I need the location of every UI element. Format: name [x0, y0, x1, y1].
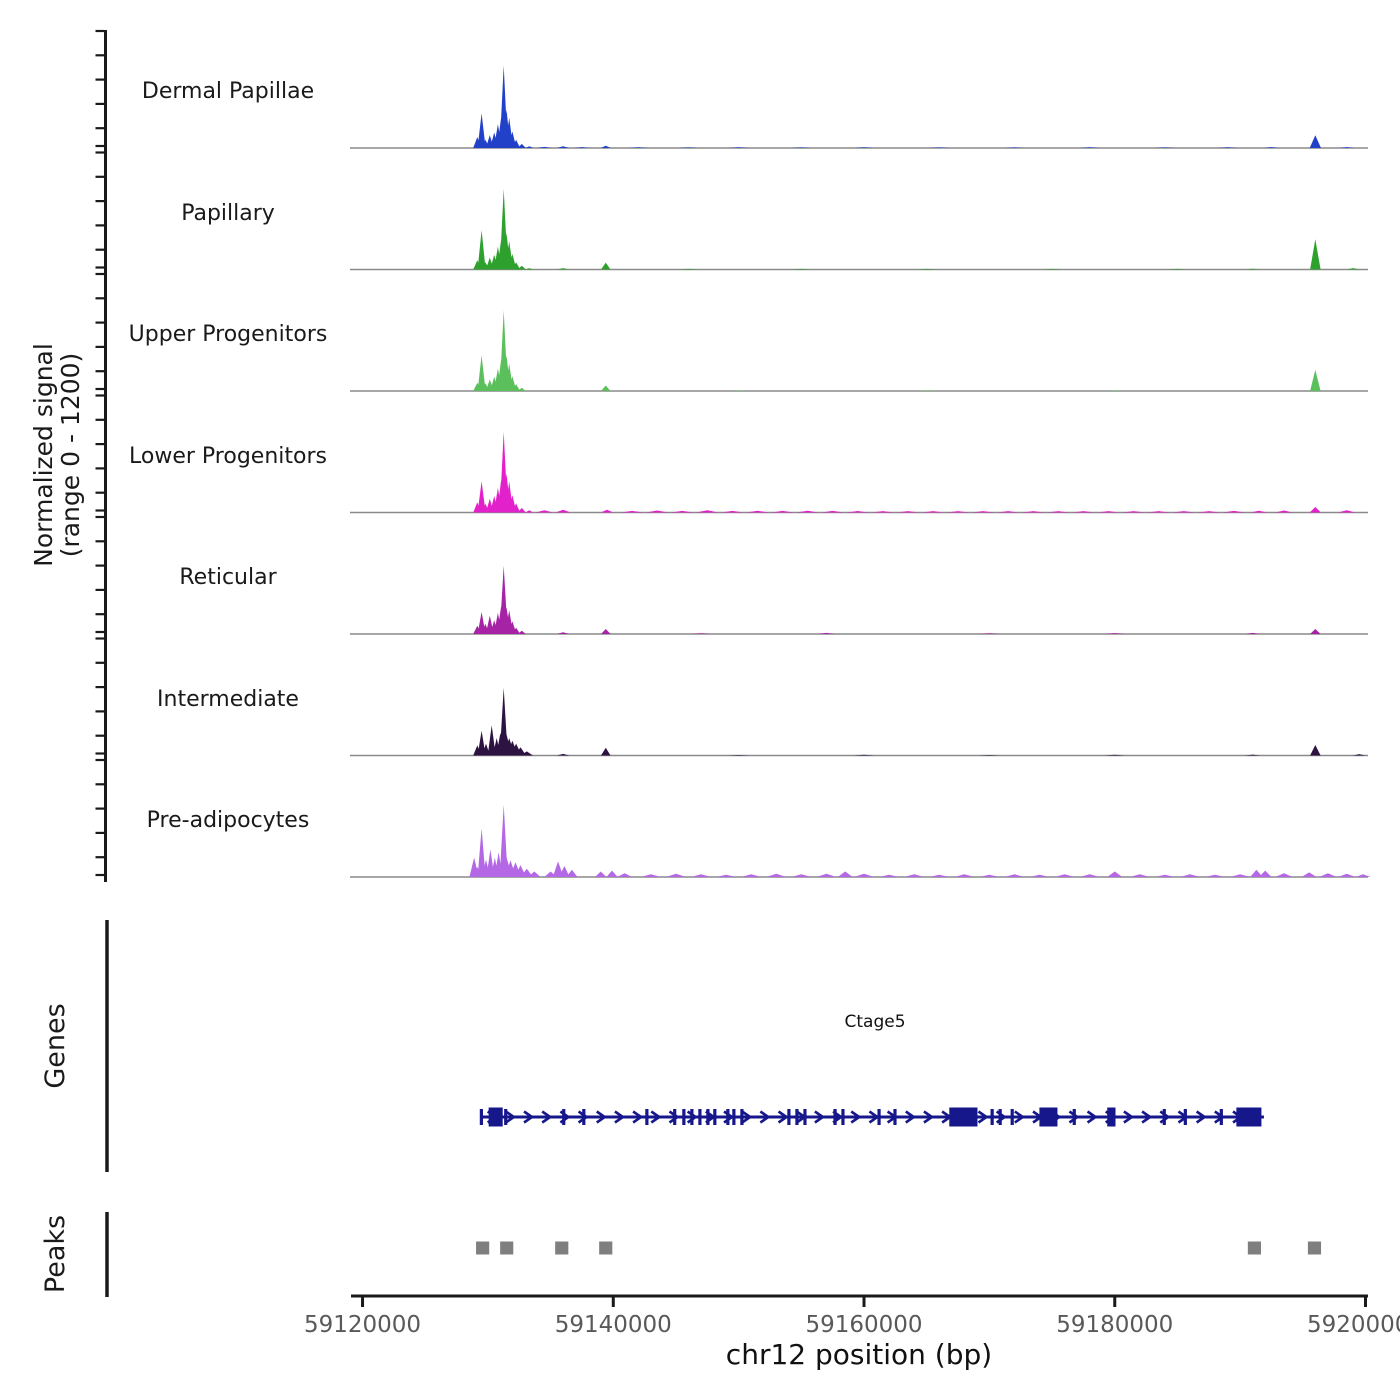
gene-strand-arrow	[650, 1110, 662, 1124]
peak-box	[1247, 1241, 1261, 1255]
gene-strand-arrow	[523, 1110, 535, 1124]
gene-exon-bar	[841, 1109, 845, 1125]
gene-exon-bar	[787, 1109, 791, 1125]
gene-exon-bar	[990, 1109, 994, 1125]
gene-strand-arrow	[977, 1110, 989, 1124]
gene-exon-bar	[795, 1109, 799, 1125]
gene-strand-arrow	[596, 1110, 608, 1124]
gene-strand-arrow	[759, 1110, 771, 1124]
signal-area-reticular	[473, 565, 1321, 634]
gene-exon-box	[1039, 1107, 1058, 1127]
gene-exon-bar	[713, 1109, 717, 1125]
signal-area-pre-adipocytes	[469, 804, 1371, 877]
x-tick-label: 59140000	[554, 1312, 672, 1338]
gene-strand-arrow	[1086, 1110, 1098, 1124]
gene-exon-bar	[726, 1109, 730, 1125]
x-axis-title: chr12 position (bp)	[725, 1338, 993, 1371]
track-label: Intermediate	[157, 686, 299, 712]
gene-exon-bar	[582, 1109, 586, 1125]
gene-strand-arrow	[741, 1110, 753, 1124]
gene-exon-bar	[732, 1109, 736, 1125]
gene-exon-bar	[645, 1109, 649, 1125]
gene-exon-bar	[998, 1109, 1002, 1125]
gene-strand-arrow	[541, 1110, 553, 1124]
x-tick-label: 59120000	[303, 1312, 422, 1338]
gene-exon-bar	[740, 1109, 744, 1125]
gene-exon-bar	[479, 1109, 483, 1125]
gene-strand-arrow	[1195, 1110, 1207, 1124]
x-tick-label: 59200000	[1306, 1312, 1400, 1338]
gene-exon-bar	[877, 1109, 881, 1125]
gene-strand-arrow	[1141, 1110, 1153, 1124]
signal-area-dermal-papillae	[473, 65, 1355, 148]
genes-section-label: Genes	[40, 1003, 71, 1089]
track-label: Reticular	[179, 565, 277, 590]
track-label: Dermal Papillae	[141, 79, 315, 104]
gene-exon-bar	[673, 1109, 677, 1125]
gene-exon-box	[1236, 1107, 1262, 1127]
gene-exon-bar	[803, 1109, 807, 1125]
x-tick-label: 59180000	[1056, 1312, 1174, 1338]
gene-strand-arrow	[632, 1110, 644, 1124]
gene-name-label: Ctage5	[844, 1012, 906, 1032]
gene-exon-bar	[698, 1109, 702, 1125]
gene-strand-arrow	[505, 1110, 517, 1124]
gene-exon-bar	[1219, 1109, 1223, 1125]
peaks-section-label: Peaks	[40, 1214, 71, 1294]
peak-box	[500, 1241, 514, 1255]
gene-exon-bar	[706, 1109, 710, 1125]
gene-strand-arrow	[923, 1110, 935, 1124]
gene-exon-bar	[1162, 1109, 1166, 1125]
gene-exon-bar	[690, 1109, 694, 1125]
gene-strand-arrow	[868, 1110, 880, 1124]
signal-area-intermediate	[473, 687, 1366, 756]
gene-strand-arrow	[1068, 1110, 1080, 1124]
track-label: Papillary	[181, 200, 275, 226]
signal-area-lower-progenitors	[473, 431, 1356, 513]
gene-exon-bar	[562, 1109, 566, 1125]
y-axis-label-line2: (range 0 - 1200)	[56, 352, 85, 558]
track-label: Pre-adipocytes	[146, 808, 310, 833]
gene-strand-arrow	[614, 1110, 626, 1124]
gene-exon-bar	[504, 1109, 508, 1125]
gene-exon-box	[488, 1107, 503, 1127]
peak-box	[476, 1241, 490, 1255]
signal-area-upper-progenitors	[473, 310, 1321, 391]
gene-exon-bar	[833, 1109, 837, 1125]
gene-exon-bar	[893, 1109, 897, 1125]
peak-box	[1307, 1241, 1322, 1255]
gene-exon-bar	[1183, 1109, 1187, 1125]
peak-box	[555, 1241, 569, 1255]
gene-strand-arrow	[577, 1110, 589, 1124]
gene-exon-bar	[1072, 1109, 1076, 1125]
gene-strand-arrow	[777, 1110, 789, 1124]
gene-exon-box	[1107, 1107, 1116, 1127]
track-label: Lower Progenitors	[129, 443, 327, 469]
gene-strand-arrow	[905, 1110, 917, 1124]
gene-strand-arrow	[814, 1110, 826, 1124]
peak-box	[599, 1241, 613, 1255]
gene-strand-arrow	[1123, 1110, 1135, 1124]
signal-area-papillary	[473, 188, 1360, 270]
gene-exon-bar	[1010, 1109, 1014, 1125]
track-label: Upper Progenitors	[128, 322, 328, 347]
gene-exon-box	[949, 1107, 978, 1127]
gene-strand-arrow	[850, 1110, 862, 1124]
gene-strand-arrow	[1014, 1110, 1026, 1124]
gene-strand-arrow	[668, 1110, 680, 1124]
x-tick-label: 59160000	[805, 1312, 923, 1338]
gene-exon-bar	[682, 1109, 686, 1125]
